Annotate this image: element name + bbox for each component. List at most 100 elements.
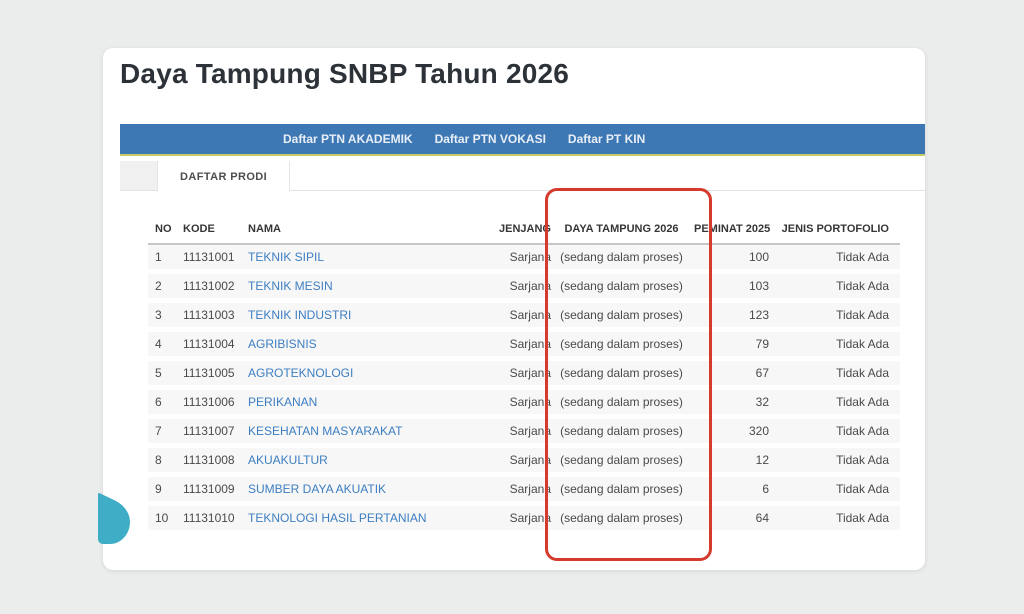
cell-jenjang: Sarjana: [460, 416, 553, 448]
cell-peminat: 6: [690, 474, 772, 506]
cell-kode: 11131008: [176, 445, 240, 477]
prodi-link[interactable]: TEKNOLOGI HASIL PERTANIAN: [248, 511, 427, 525]
prodi-link[interactable]: SUMBER DAYA AKUATIK: [248, 482, 387, 496]
cell-kode: 11131001: [176, 244, 240, 274]
cell-daya-tampung: (sedang dalam proses): [553, 474, 690, 506]
table-row: 7 11131007 KESEHATAN MASYARAKAT Sarjana …: [148, 416, 900, 448]
cell-peminat: 32: [690, 387, 772, 419]
table-row: 4 11131004 AGRIBISNIS Sarjana (sedang da…: [148, 329, 900, 361]
cell-jenis-portofolio: Tidak Ada: [772, 387, 900, 419]
cell-nama: AKUAKULTUR: [240, 445, 460, 477]
cell-jenis-portofolio: Tidak Ada: [772, 358, 900, 390]
cell-nama: KESEHATAN MASYARAKAT: [240, 416, 460, 448]
cell-nama: TEKNIK INDUSTRI: [240, 300, 460, 332]
cell-jenjang: Sarjana: [460, 271, 553, 303]
cell-no: 4: [148, 329, 176, 361]
nav-link-daftar-pt-kin[interactable]: Daftar PT KIN: [567, 132, 646, 146]
cell-jenjang: Sarjana: [460, 503, 553, 535]
cell-kode: 11131007: [176, 416, 240, 448]
teal-droplet-icon: [98, 493, 130, 544]
nav-link-daftar-ptn-vokasi[interactable]: Daftar PTN VOKASI: [434, 132, 546, 146]
cell-peminat: 123: [690, 300, 772, 332]
cell-no: 1: [148, 244, 176, 274]
cell-nama: AGROTEKNOLOGI: [240, 358, 460, 390]
column-header-jenjang: JENJANG: [460, 218, 553, 245]
cell-no: 5: [148, 358, 176, 390]
cell-peminat: 12: [690, 445, 772, 477]
cell-jenjang: Sarjana: [460, 474, 553, 506]
table-row: 1 11131001 TEKNIK SIPIL Sarjana (sedang …: [148, 244, 900, 274]
cell-kode: 11131003: [176, 300, 240, 332]
cell-peminat: 103: [690, 271, 772, 303]
table-row: 8 11131008 AKUAKULTUR Sarjana (sedang da…: [148, 445, 900, 477]
cell-peminat: 100: [690, 244, 772, 274]
cell-peminat: 320: [690, 416, 772, 448]
column-header-jenis-portofolio: JENIS PORTOFOLIO: [772, 218, 900, 245]
cell-kode: 11131006: [176, 387, 240, 419]
cell-jenis-portofolio: Tidak Ada: [772, 445, 900, 477]
cell-daya-tampung: (sedang dalam proses): [553, 329, 690, 361]
cell-nama: PERIKANAN: [240, 387, 460, 419]
prodi-link[interactable]: KESEHATAN MASYARAKAT: [248, 424, 403, 438]
cell-jenjang: Sarjana: [460, 445, 553, 477]
cell-daya-tampung: (sedang dalam proses): [553, 244, 690, 274]
cell-nama: SUMBER DAYA AKUATIK: [240, 474, 460, 506]
table-row: 6 11131006 PERIKANAN Sarjana (sedang dal…: [148, 387, 900, 419]
column-header-no: NO: [148, 218, 176, 245]
cell-nama: TEKNIK SIPIL: [240, 244, 460, 274]
cell-daya-tampung: (sedang dalam proses): [553, 387, 690, 419]
main-navbar: Daftar PTN AKADEMIK Daftar PTN VOKASI Da…: [120, 124, 925, 156]
cell-jenis-portofolio: Tidak Ada: [772, 300, 900, 332]
cell-nama: TEKNIK MESIN: [240, 271, 460, 303]
prodi-table: NO KODE NAMA JENJANG DAYA TAMPUNG 2026 P…: [148, 218, 900, 535]
prodi-link[interactable]: AKUAKULTUR: [248, 453, 328, 467]
cell-daya-tampung: (sedang dalam proses): [553, 416, 690, 448]
cell-no: 3: [148, 300, 176, 332]
cell-no: 2: [148, 271, 176, 303]
table-row: 10 11131010 TEKNOLOGI HASIL PERTANIAN Sa…: [148, 503, 900, 535]
cell-jenjang: Sarjana: [460, 300, 553, 332]
cell-peminat: 64: [690, 503, 772, 535]
cell-no: 10: [148, 503, 176, 535]
cell-kode: 11131005: [176, 358, 240, 390]
cell-kode: 11131004: [176, 329, 240, 361]
cell-jenjang: Sarjana: [460, 329, 553, 361]
tab-strip: DAFTAR PRODI: [120, 161, 925, 192]
tab-strip-spacer: [120, 161, 158, 190]
cell-jenjang: Sarjana: [460, 387, 553, 419]
cell-kode: 11131010: [176, 503, 240, 535]
cell-jenis-portofolio: Tidak Ada: [772, 474, 900, 506]
cell-nama: AGRIBISNIS: [240, 329, 460, 361]
prodi-link[interactable]: TEKNIK INDUSTRI: [248, 308, 352, 322]
table-row: 9 11131009 SUMBER DAYA AKUATIK Sarjana (…: [148, 474, 900, 506]
prodi-link[interactable]: AGRIBISNIS: [248, 337, 317, 351]
table-header-row: NO KODE NAMA JENJANG DAYA TAMPUNG 2026 P…: [148, 218, 900, 245]
cell-no: 6: [148, 387, 176, 419]
column-header-daya-tampung: DAYA TAMPUNG 2026: [553, 218, 690, 245]
cell-no: 8: [148, 445, 176, 477]
prodi-link[interactable]: AGROTEKNOLOGI: [248, 366, 354, 380]
cell-daya-tampung: (sedang dalam proses): [553, 358, 690, 390]
table-row: 3 11131003 TEKNIK INDUSTRI Sarjana (seda…: [148, 300, 900, 332]
table-row: 2 11131002 TEKNIK MESIN Sarjana (sedang …: [148, 271, 900, 303]
cell-daya-tampung: (sedang dalam proses): [553, 503, 690, 535]
cell-kode: 11131009: [176, 474, 240, 506]
column-header-nama: NAMA: [240, 218, 460, 245]
cell-kode: 11131002: [176, 271, 240, 303]
prodi-link[interactable]: TEKNIK SIPIL: [248, 250, 325, 264]
page-title: Daya Tampung SNBP Tahun 2026: [120, 58, 570, 89]
cell-jenis-portofolio: Tidak Ada: [772, 271, 900, 303]
prodi-link[interactable]: TEKNIK MESIN: [248, 279, 333, 293]
column-header-peminat: PEMINAT 2025: [690, 218, 772, 245]
cell-no: 7: [148, 416, 176, 448]
nav-link-daftar-ptn-akademik[interactable]: Daftar PTN AKADEMIK: [283, 132, 413, 146]
tab-daftar-prodi[interactable]: DAFTAR PRODI: [158, 161, 291, 192]
table-body: 1 11131001 TEKNIK SIPIL Sarjana (sedang …: [148, 244, 900, 535]
prodi-link[interactable]: PERIKANAN: [248, 395, 318, 409]
cell-jenjang: Sarjana: [460, 358, 553, 390]
cell-daya-tampung: (sedang dalam proses): [553, 271, 690, 303]
cell-jenis-portofolio: Tidak Ada: [772, 416, 900, 448]
cell-peminat: 67: [690, 358, 772, 390]
cell-jenis-portofolio: Tidak Ada: [772, 244, 900, 274]
cell-nama: TEKNOLOGI HASIL PERTANIAN: [240, 503, 460, 535]
